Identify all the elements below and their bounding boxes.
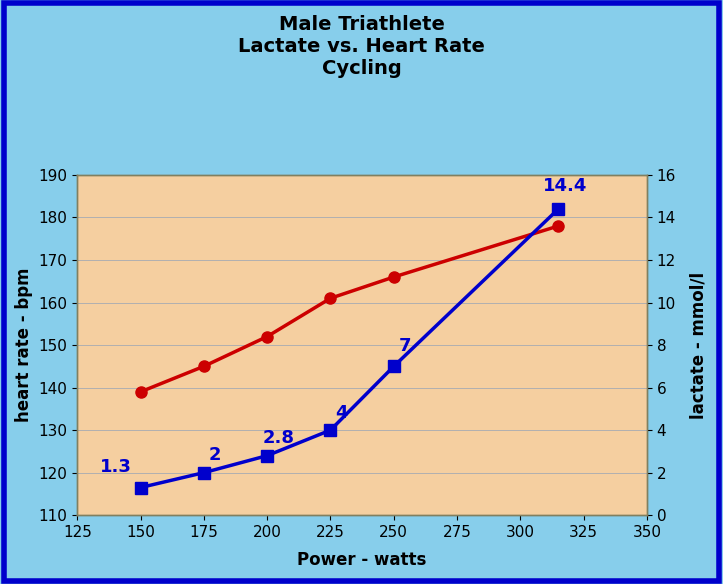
Text: Male Triathlete
Lactate vs. Heart Rate
Cycling: Male Triathlete Lactate vs. Heart Rate C…: [238, 15, 485, 78]
Text: 14.4: 14.4: [543, 177, 588, 195]
Text: 2: 2: [209, 446, 221, 464]
Text: 7: 7: [398, 337, 411, 355]
Y-axis label: lactate - mmol/l: lactate - mmol/l: [690, 272, 708, 419]
Text: 4: 4: [335, 404, 348, 422]
X-axis label: Power - watts: Power - watts: [297, 551, 427, 569]
Y-axis label: heart rate - bpm: heart rate - bpm: [15, 268, 33, 422]
Text: 1.3: 1.3: [100, 458, 132, 477]
Text: 2.8: 2.8: [262, 429, 294, 447]
